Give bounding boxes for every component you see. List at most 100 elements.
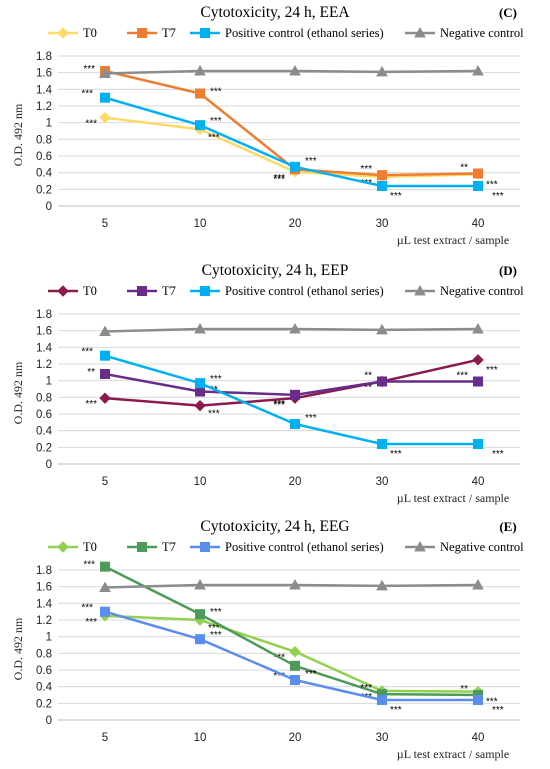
legend-swatch-marker [200, 542, 210, 552]
significance-label: ** [364, 371, 372, 382]
series-negative-control [99, 64, 484, 78]
y-tick-label: 0.2 [36, 698, 52, 710]
significance-label: *** [273, 173, 285, 184]
significance-label: *** [273, 400, 285, 411]
chart-title: Cytotoxicity, 24 h, EEA [200, 4, 350, 21]
data-point [195, 386, 205, 397]
x-tick-label: 10 [194, 476, 207, 488]
legend-label: T0 [83, 26, 97, 40]
data-point [100, 561, 110, 572]
data-point [195, 609, 205, 620]
y-tick-label: 1.4 [36, 598, 53, 610]
legend-label: Positive control (ethanol series) [225, 284, 384, 298]
panel-label: (C) [499, 5, 517, 20]
legend-label: Negative control [440, 284, 524, 298]
data-point [377, 181, 387, 191]
legend-item-t7: T7 [127, 284, 176, 298]
legend-item-t7: T7 [127, 26, 176, 40]
x-tick-label: 30 [376, 476, 389, 488]
legend-swatch-marker [137, 286, 147, 296]
significance-label: *** [210, 87, 222, 98]
significance-label: *** [273, 174, 285, 185]
significance-label: *** [273, 399, 285, 410]
x-tick-label: 20 [289, 476, 302, 488]
y-tick-label: 0.6 [36, 409, 52, 421]
significance-label: ** [460, 684, 468, 695]
series-t7: ********* *** [87, 367, 483, 411]
y-tick-label: 0 [46, 715, 52, 727]
significance-label: *** [492, 449, 504, 460]
legend-label: T0 [83, 284, 97, 298]
x-tick-label: 10 [194, 732, 207, 744]
legend: T0 T7 Positive control (ethanol series) Neg… [48, 540, 524, 554]
significance-label: *** [456, 371, 468, 382]
data-point [472, 322, 484, 334]
legend-swatch-marker [414, 284, 426, 296]
y-tick-label: 0 [46, 201, 52, 213]
legend-item-t0: T0 [48, 540, 97, 554]
data-point [377, 170, 387, 181]
significance-label: *** [81, 603, 93, 614]
data-point [473, 376, 483, 387]
x-tick-label: 30 [376, 218, 389, 230]
chart-title: Cytotoxicity, 24 h, EEP [202, 262, 349, 279]
series-positive-control-ethanol-series: ************ *** [81, 347, 503, 460]
legend: T0 T7 Positive control (ethanol series) Neg… [48, 26, 524, 40]
legend-swatch-marker [200, 286, 210, 296]
y-tick-label: 0.2 [36, 442, 52, 454]
legend-label: Positive control (ethanol series) [225, 540, 384, 554]
significance-label: *** [85, 617, 97, 628]
legend-label: T0 [83, 540, 97, 554]
data-point [99, 392, 111, 404]
y-tick-label: 1.4 [36, 342, 53, 354]
chart-svg-eea: Cytotoxicity, 24 h, EEA (C) O.D. 492 nm … [11, 4, 524, 247]
y-tick-label: 0.2 [36, 184, 52, 196]
data-point [195, 120, 205, 131]
chart-panel-eeg: Cytotoxicity, 24 h, EEG (E) O.D. 492 nm … [0, 514, 550, 769]
data-point [377, 695, 387, 705]
data-point [99, 67, 111, 78]
data-point [290, 660, 300, 671]
legend-swatch-marker [137, 28, 147, 38]
significance-label: *** [81, 89, 93, 100]
significance-label: *** [390, 705, 402, 716]
data-point [99, 111, 111, 124]
series-negative-control [99, 578, 484, 592]
data-point [289, 578, 301, 590]
panel-label: (D) [499, 263, 517, 278]
data-point [377, 376, 387, 387]
y-tick-label: 1.8 [36, 309, 52, 321]
series-t7: ************ ** [83, 560, 483, 700]
series-positive-control-ethanol-series: ************ *** [81, 89, 503, 202]
y-tick-label: 1.6 [36, 326, 52, 338]
x-axis-label: µL test extract / sample [397, 491, 509, 505]
chart-panel-eep: Cytotoxicity, 24 h, EEP (D) O.D. 492 nm … [0, 258, 550, 513]
x-tick-label: 40 [472, 476, 485, 488]
legend-item-t0: T0 [48, 26, 97, 40]
legend: T0 T7 Positive control (ethanol series) Neg… [48, 284, 524, 298]
significance-label: *** [85, 399, 97, 410]
data-point [100, 350, 110, 361]
data-point [473, 695, 483, 705]
legend-item-positive-control-ethanol-series: Positive control (ethanol series) [190, 26, 384, 40]
y-axis-label: O.D. 492 nm [11, 103, 25, 166]
data-point [195, 88, 205, 99]
data-point [195, 634, 205, 645]
y-axis-label: O.D. 492 nm [11, 361, 25, 424]
legend-label: Negative control [440, 26, 524, 40]
x-tick-label: 10 [194, 218, 207, 230]
significance-label: *** [486, 697, 498, 708]
data-point [377, 439, 387, 449]
data-point [290, 419, 300, 429]
significance-label: *** [210, 607, 222, 618]
data-point [473, 439, 483, 449]
data-point [472, 354, 484, 366]
data-point [194, 322, 206, 334]
series-t0: *** *** *** *** *** [85, 111, 498, 190]
legend-item-negative-control: Negative control [405, 26, 524, 40]
y-tick-label: 0.6 [36, 665, 52, 677]
x-tick-label: 20 [289, 732, 302, 744]
legend-swatch-marker [137, 542, 147, 552]
significance-label: *** [83, 560, 95, 571]
legend-label: Negative control [440, 540, 524, 554]
